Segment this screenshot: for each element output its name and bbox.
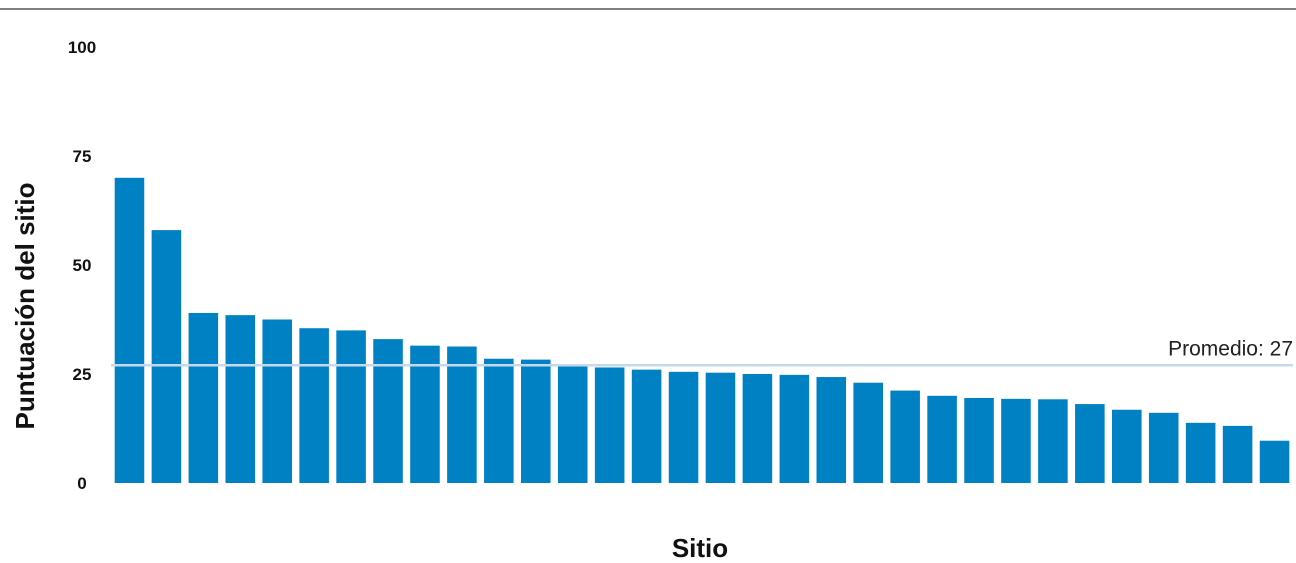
average-label: Promedio: 27 — [1168, 337, 1293, 360]
bar — [853, 382, 883, 483]
y-tick-label: 25 — [73, 365, 92, 384]
bar — [964, 397, 994, 483]
y-tick-label: 0 — [77, 474, 86, 493]
bar — [151, 230, 182, 483]
y-tick-label: 100 — [68, 38, 96, 57]
y-axis-title: Puntuación del sitio — [10, 182, 40, 429]
x-axis-title: Sitio — [672, 533, 728, 563]
bar — [557, 365, 588, 483]
bar — [410, 345, 440, 483]
bar — [373, 339, 403, 483]
bar — [484, 358, 514, 483]
bar — [1222, 425, 1253, 483]
bar — [1185, 422, 1216, 483]
bar — [225, 315, 256, 483]
bar — [1259, 440, 1290, 483]
bar — [1075, 404, 1105, 483]
bar — [521, 359, 551, 483]
bar — [779, 374, 810, 483]
bar — [188, 312, 219, 483]
bar — [927, 395, 957, 483]
y-tick-label: 75 — [73, 147, 92, 166]
bar — [447, 346, 477, 483]
bar — [668, 371, 699, 483]
bar-series — [114, 177, 1290, 484]
bar — [336, 330, 366, 483]
bar — [299, 328, 329, 483]
y-axis-ticks: 0 25 50 75 100 — [68, 38, 96, 493]
bar — [742, 374, 773, 483]
bar — [1112, 409, 1142, 483]
bar — [262, 319, 292, 483]
bar — [816, 377, 847, 483]
bar — [594, 367, 625, 483]
bar — [890, 390, 920, 483]
bar — [1038, 399, 1068, 483]
bar — [114, 177, 145, 484]
bar — [631, 369, 662, 483]
y-tick-label: 50 — [73, 256, 92, 275]
bar — [1001, 398, 1031, 483]
bar — [705, 372, 736, 483]
bar — [1148, 412, 1179, 483]
